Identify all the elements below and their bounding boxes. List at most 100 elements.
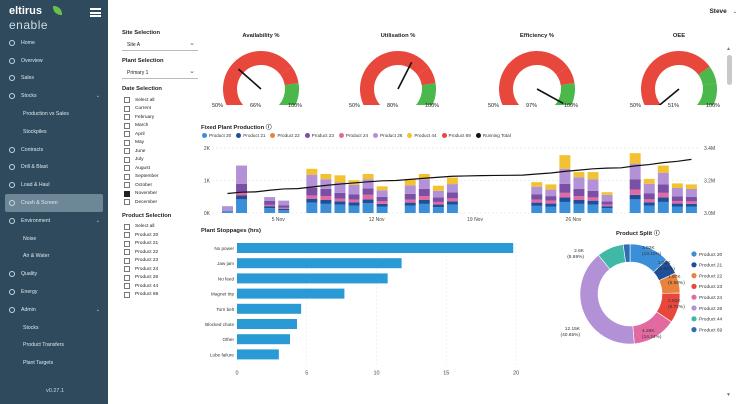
production-bar-segment[interactable] [643,202,655,206]
legend-item-product-26[interactable]: Product 26 [373,133,402,138]
production-bar-segment[interactable] [545,206,557,214]
production-bar-segment[interactable] [362,203,374,213]
legend-item-product-24[interactable]: Product 24 [338,133,368,138]
production-bar-segment[interactable] [320,203,332,213]
site-select[interactable]: Site A [122,39,198,51]
production-bar-segment[interactable] [264,204,276,207]
production-bar-segment[interactable] [559,183,571,193]
production-bar-segment[interactable] [531,199,543,203]
production-bar-segment[interactable] [404,199,416,203]
production-bar-segment[interactable] [264,206,276,209]
legend-label[interactable]: Product 26 [699,306,723,312]
checkbox[interactable] [124,283,130,290]
production-bar-segment[interactable] [334,204,346,213]
production-bar-segment[interactable] [306,202,318,213]
production-bar-segment[interactable] [404,202,416,206]
sidebar-item-load-haul[interactable]: Load & Haul [0,176,108,194]
production-bar-segment[interactable] [643,193,655,200]
product-option-product-22[interactable]: Product 22 [122,248,202,257]
production-bar-segment[interactable] [376,201,388,204]
production-bar-segment[interactable] [418,200,430,204]
scroll-down-icon[interactable]: ▼ [726,392,731,398]
date-option-august[interactable]: August [122,164,202,173]
checkbox[interactable] [124,122,130,129]
production-bar-segment[interactable] [559,168,571,184]
legend-item-product-69[interactable]: Product 69 [441,133,471,138]
production-bar-segment[interactable] [376,190,388,197]
production-bar-segment[interactable] [573,200,585,204]
production-bar-segment[interactable] [573,177,585,189]
production-bar-segment[interactable] [404,193,416,200]
checkbox[interactable] [124,257,130,264]
production-bar-segment[interactable] [418,196,430,200]
production-bar-segment[interactable] [587,200,599,205]
legend-label[interactable]: Product 22 [699,273,723,279]
date-option-june[interactable]: June [122,147,202,156]
date-option-february[interactable]: February [122,113,202,122]
production-bar-segment[interactable] [334,201,346,205]
production-bar-segment[interactable] [601,192,613,195]
production-bar-segment[interactable] [629,153,641,164]
production-bar-segment[interactable] [362,179,374,189]
production-bar-segment[interactable] [236,192,248,196]
sidebar-item-contracts[interactable]: Contracts [0,141,108,159]
production-bar-segment[interactable] [573,188,585,197]
legend-label[interactable]: Product 23 [699,284,723,290]
stoppage-bar-jaw-jam[interactable] [237,258,402,269]
production-bar-segment[interactable] [671,196,683,201]
production-bar-segment[interactable] [559,201,571,213]
production-bar-segment[interactable] [685,188,697,197]
legend-label[interactable]: Product 69 [699,327,723,333]
sidebar-item-production-vs-sales[interactable]: Production vs Sales [0,105,108,123]
scrollbar-thumb[interactable] [727,55,732,85]
production-bar-segment[interactable] [657,165,669,173]
date-option-select-all[interactable]: Select all [122,96,202,105]
production-bar-segment[interactable] [601,208,613,213]
checkbox[interactable] [124,105,130,112]
production-bar-segment[interactable] [306,168,318,175]
production-bar-segment[interactable] [545,196,557,201]
production-bar-segment[interactable] [531,182,543,187]
product-option-product-44[interactable]: Product 44 [122,282,202,291]
sidebar-item-product-transfers[interactable]: Product Transfers [0,337,108,355]
production-bar-segment[interactable] [376,206,388,214]
production-bar-segment[interactable] [559,192,571,198]
production-bar-segment[interactable] [348,199,360,203]
product-option-product-69[interactable]: Product 69 [122,291,202,300]
production-bar-segment[interactable] [587,190,599,198]
production-bar-segment[interactable] [545,203,557,207]
legend-label[interactable]: Product 44 [699,317,723,323]
production-bar-segment[interactable] [446,204,458,213]
pie-slice-product-26[interactable] [579,254,635,345]
product-option-product-20[interactable]: Product 20 [122,231,202,240]
sidebar-item-plant-targets[interactable]: Plant Targets [0,354,108,372]
date-option-july[interactable]: July [122,156,202,165]
production-bar-segment[interactable] [657,192,669,198]
production-bar-segment[interactable] [236,183,248,193]
production-bar-segment[interactable] [601,206,613,209]
production-bar-segment[interactable] [671,203,683,207]
product-option-product-21[interactable]: Product 21 [122,240,202,249]
sidebar-item-stocks[interactable]: Stocks ⌄ [0,87,108,105]
production-bar-segment[interactable] [531,205,543,213]
production-bar-segment[interactable] [587,197,599,201]
production-bar-segment[interactable] [432,185,444,191]
legend-item-product-44[interactable]: Product 44 [407,133,437,138]
production-bar-segment[interactable] [685,201,697,204]
production-bar-segment[interactable] [573,203,585,213]
legend-label[interactable]: Product 24 [699,295,723,301]
stoppage-bar-no-power[interactable] [237,243,514,253]
production-bar-segment[interactable] [657,172,669,185]
product-option-product-24[interactable]: Product 24 [122,265,202,274]
production-bar-segment[interactable] [643,205,655,213]
date-option-december[interactable]: December [122,198,202,207]
checkbox[interactable] [124,232,130,239]
stoppage-bar-torn-belt[interactable] [237,303,302,314]
production-bar-segment[interactable] [404,185,416,194]
production-bar-segment[interactable] [306,187,318,196]
production-bar-segment[interactable] [432,197,444,202]
production-bar-segment[interactable] [320,188,332,197]
checkbox[interactable] [124,182,130,189]
checkbox[interactable] [124,148,130,155]
production-bar-segment[interactable] [432,190,444,198]
